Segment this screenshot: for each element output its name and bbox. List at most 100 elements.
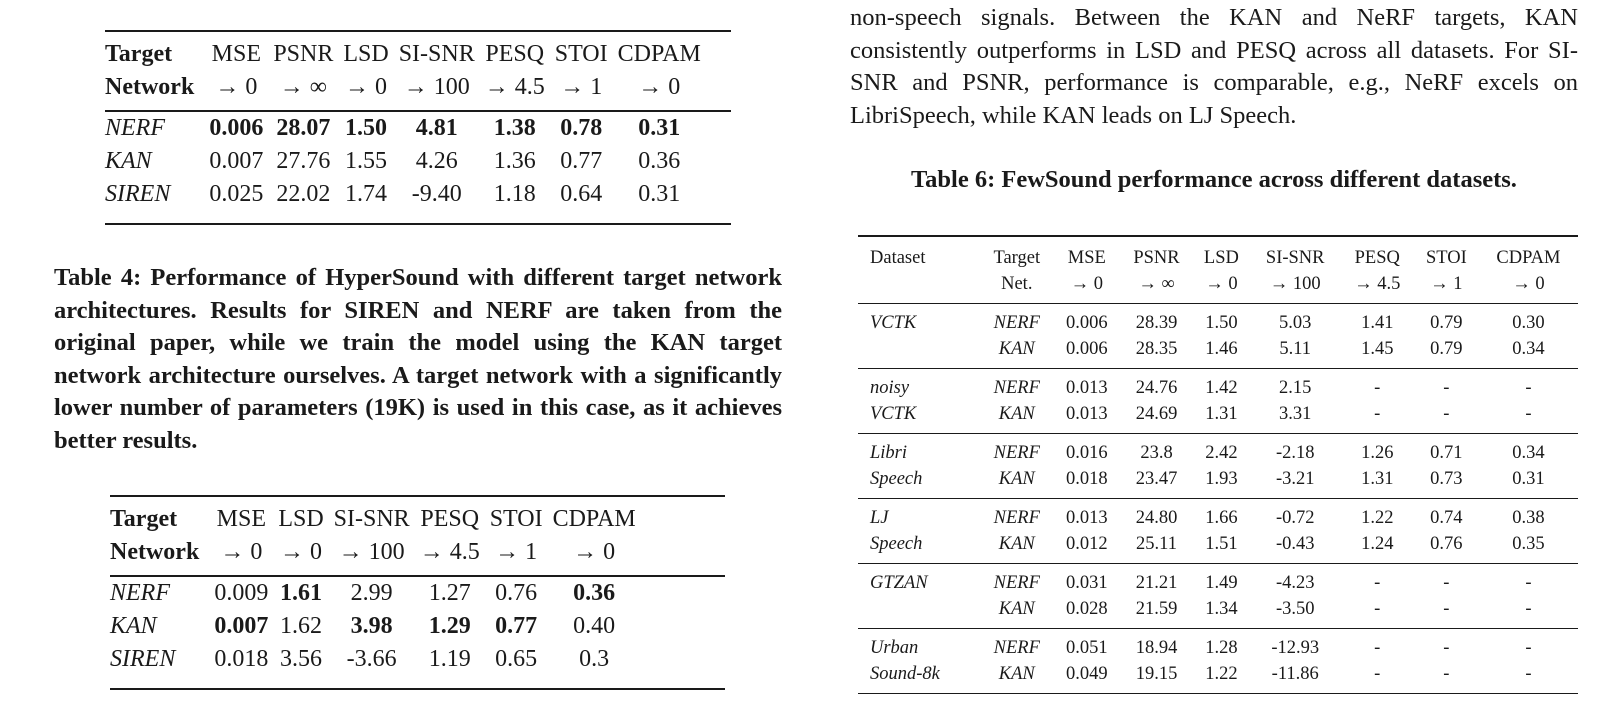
table-row: VCTK KAN 0.013 24.69 1.31 3.31- - - [858,401,1578,434]
dataset-label: GTZAN [870,572,928,593]
table-row: SIREN 0.025 22.02 1.74 -9.40 1.18 0.64 0… [105,178,706,211]
cell: 1.34 [1193,596,1250,629]
cell: 27.76 [276,148,331,174]
table6: Dataset Target MSE PSNR LSD SI-SNR PESQ … [858,237,1578,694]
cell: 0.64 [560,181,603,207]
table5-header-mse: MSE [216,506,266,532]
dataset-label: VCTK [870,312,917,333]
table3-dir-mse: → 0 [215,74,258,100]
dataset-label: Libri [870,442,908,463]
cell: 1.42 [1205,377,1238,398]
cell: 0.73 [1413,466,1479,499]
cell: 0.007 [214,613,269,639]
target-net-label: NERF [993,442,1040,463]
cell: 1.29 [428,613,471,639]
dataset-label: Sound-8k [858,661,980,694]
cell: 0.79 [1430,312,1463,333]
target-net-label: KAN [979,401,1054,434]
cell: 0.40 [573,613,616,639]
table5-header-stoi: STOI [489,506,543,532]
cell: -0.43 [1249,531,1341,564]
target-net-label: KAN [979,466,1054,499]
table-row: noisy NERF 0.013 24.76 1.42 2.15 - - - [858,369,1578,402]
row-label: KAN [110,613,157,639]
table3-top-rule [105,30,731,32]
cell: 1.41 [1361,312,1394,333]
table6-header-psnr: PSNR [1133,247,1180,268]
cell: 1.46 [1193,336,1250,369]
table-row: NERF 0.009 1.61 2.99 1.27 0.76 0.36 [110,577,641,610]
row-label: NERF [105,115,165,141]
table-row: KAN 0.006 28.35 1.46 5.11 1.45 0.79 0.34 [858,336,1578,369]
target-net-label: NERF [993,312,1040,333]
table3-header-stoi: STOI [554,41,608,67]
table6-header-stoi: STOI [1425,247,1467,268]
table6-dir-pesq: → 4.5 [1340,271,1414,304]
cell: 24.76 [1135,377,1178,398]
cell: 28.39 [1135,312,1178,333]
cell: 0.31 [638,181,681,207]
cell: - [1478,596,1578,629]
cell: - [1374,377,1381,398]
cell: -3.50 [1249,596,1341,629]
cell: - [1443,572,1450,593]
table-row: LJ NERF 0.013 24.80 1.66 -0.72 1.22 0.74 0.38 [858,499,1578,532]
cell: 0.051 [1065,637,1108,658]
cell: 1.22 [1361,507,1394,528]
cell: - [1340,596,1414,629]
table6-header-pesq: PESQ [1354,247,1400,268]
cell: 1.61 [279,580,322,606]
table3-dir-lsd: → 0 [345,74,388,100]
table6-header-mse: MSE [1067,247,1106,268]
cell: 0.79 [1413,336,1479,369]
table5-dir-sisnr: → 100 [338,539,405,565]
table-row: VCTK NERF 0.006 28.39 1.50 5.03 1.41 0.79 0.30 [858,304,1578,337]
cell: 0.018 [214,646,269,672]
target-net-label: KAN [979,596,1054,629]
table-row: GTZAN NERF 0.031 21.21 1.49 -4.23 - - - [858,564,1578,597]
cell: -12.93 [1271,637,1320,658]
cell: -9.40 [411,181,462,207]
cell: -4.23 [1275,572,1315,593]
table-row: Urban NERF 0.051 18.94 1.28 -12.93 - - - [858,629,1578,662]
cell: 0.028 [1053,596,1120,629]
table3-header-sisnr: SI-SNR [398,41,475,67]
table3-header-mse: MSE [211,41,261,67]
cell: - [1478,661,1578,694]
cell: 19.15 [1119,661,1194,694]
table5-bottom-rule [110,688,725,690]
cell: 3.56 [279,646,322,672]
cell: - [1525,377,1532,398]
cell: 5.11 [1249,336,1341,369]
cell: 2.42 [1205,442,1238,463]
table-row: Libri NERF 0.016 23.8 2.42 -2.18 1.26 0.71 0.34 [858,434,1578,467]
cell: 0.36 [573,580,616,606]
cell: 0.025 [209,181,264,207]
target-net-label: NERF [993,507,1040,528]
row-label: KAN [105,148,152,174]
cell: 1.26 [1361,442,1394,463]
table5-dir-stoi: → 1 [495,539,538,565]
cell: 0.007 [209,148,264,174]
cell: - [1443,377,1450,398]
table3-header-cdpam: CDPAM [617,41,701,67]
dataset-label: noisy [870,377,910,398]
table3-header-psnr: PSNR [273,41,334,67]
target-net-label: KAN [979,531,1054,564]
dataset-label: Urban [870,637,919,658]
cell: 0.31 [1478,466,1578,499]
cell: 0.34 [1512,442,1545,463]
cell: 1.31 [1193,401,1250,434]
cell: 1.45 [1340,336,1414,369]
row-label: SIREN [110,646,176,672]
cell: 1.50 [345,115,388,141]
table6-dir-psnr: → ∞ [1119,271,1194,304]
cell: 0.018 [1053,466,1120,499]
cell: 5.03 [1279,312,1312,333]
table-row: KAN 0.007 27.76 1.55 4.26 1.36 0.77 0.36 [105,145,706,178]
cell: - [1413,401,1479,434]
cell: 1.38 [493,115,536,141]
dataset-label: LJ [870,507,889,528]
cell: 0.016 [1065,442,1108,463]
cell: -11.86 [1249,661,1341,694]
